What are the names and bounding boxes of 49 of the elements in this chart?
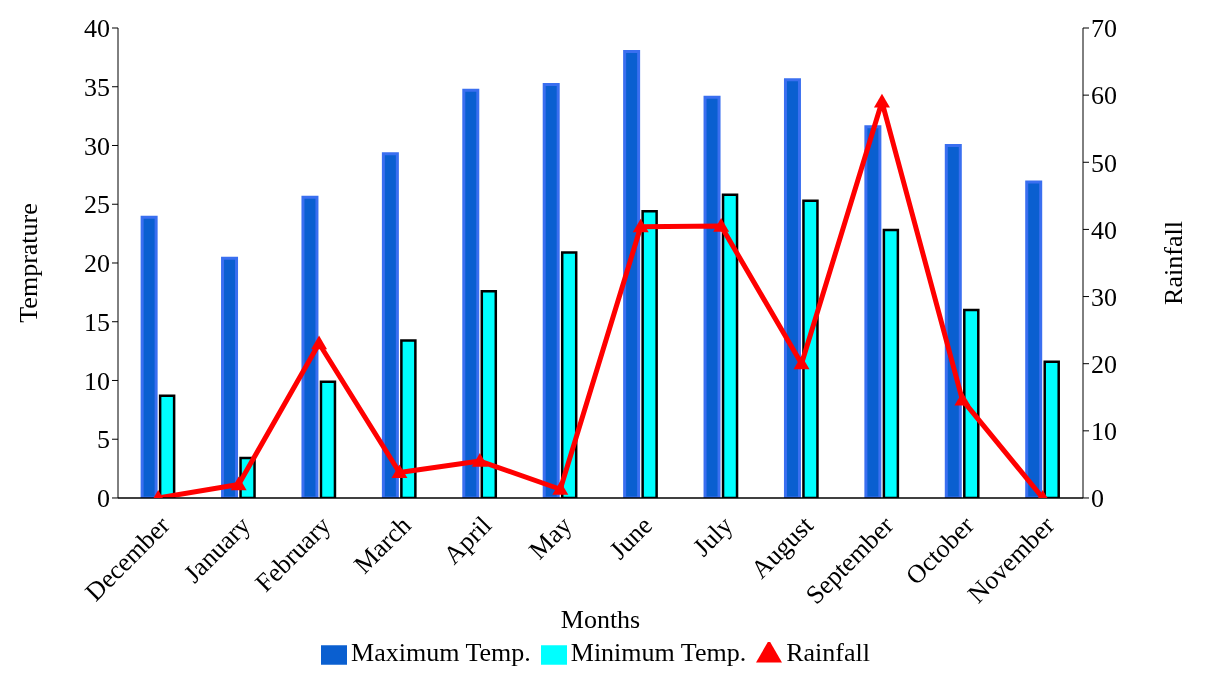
y-tick-label: 15 [84, 307, 110, 337]
legend-label: Rainfall [786, 637, 870, 667]
bar [381, 152, 399, 498]
y2-tick-label: 0 [1091, 484, 1104, 514]
y-tick-label: 40 [84, 14, 110, 44]
y-tick-label: 20 [84, 249, 110, 279]
point [954, 391, 971, 406]
y-tick-label: 5 [97, 425, 110, 455]
bar [542, 82, 560, 498]
x-tick-label: June [603, 510, 658, 565]
bar [703, 95, 721, 498]
x-tick-label: May [523, 510, 578, 565]
y2-axis-title: Rainfall [1159, 221, 1189, 305]
x-tick-label: July [687, 510, 739, 562]
point [873, 93, 890, 108]
y2-tick-label: 40 [1091, 215, 1117, 245]
bar [221, 256, 239, 498]
y2-tick-label: 70 [1091, 14, 1117, 44]
y2-tick-label: 50 [1091, 148, 1117, 178]
bar [158, 394, 176, 498]
bar [944, 143, 962, 498]
bar [783, 78, 801, 498]
bar [140, 215, 158, 498]
y2-tick-label: 10 [1091, 417, 1117, 447]
point [632, 218, 649, 233]
point [552, 481, 569, 495]
y-tick-label: 0 [97, 484, 110, 514]
legend-label: Minimum Temp. [570, 637, 747, 667]
y2-tick-label: 60 [1091, 81, 1117, 111]
point [230, 476, 247, 491]
y-tick-label: 35 [84, 72, 110, 102]
bar [623, 50, 641, 498]
y-tick-label: 25 [84, 190, 110, 220]
bar [462, 88, 480, 498]
point [713, 218, 730, 232]
bar [1025, 180, 1043, 498]
point [793, 355, 810, 370]
y2-tick-label: 20 [1091, 349, 1117, 379]
y-axis-title: Temprature [14, 203, 44, 323]
legend-label: Maximum Temp. [351, 637, 531, 667]
bar [864, 125, 882, 498]
point [311, 335, 328, 350]
x-axis-title: Months [560, 604, 641, 634]
point [471, 453, 488, 467]
y-tick-label: 30 [84, 131, 110, 161]
y2-tick-label: 30 [1091, 282, 1117, 312]
bar [301, 195, 319, 498]
y-tick-label: 10 [84, 366, 110, 396]
point [391, 464, 408, 479]
